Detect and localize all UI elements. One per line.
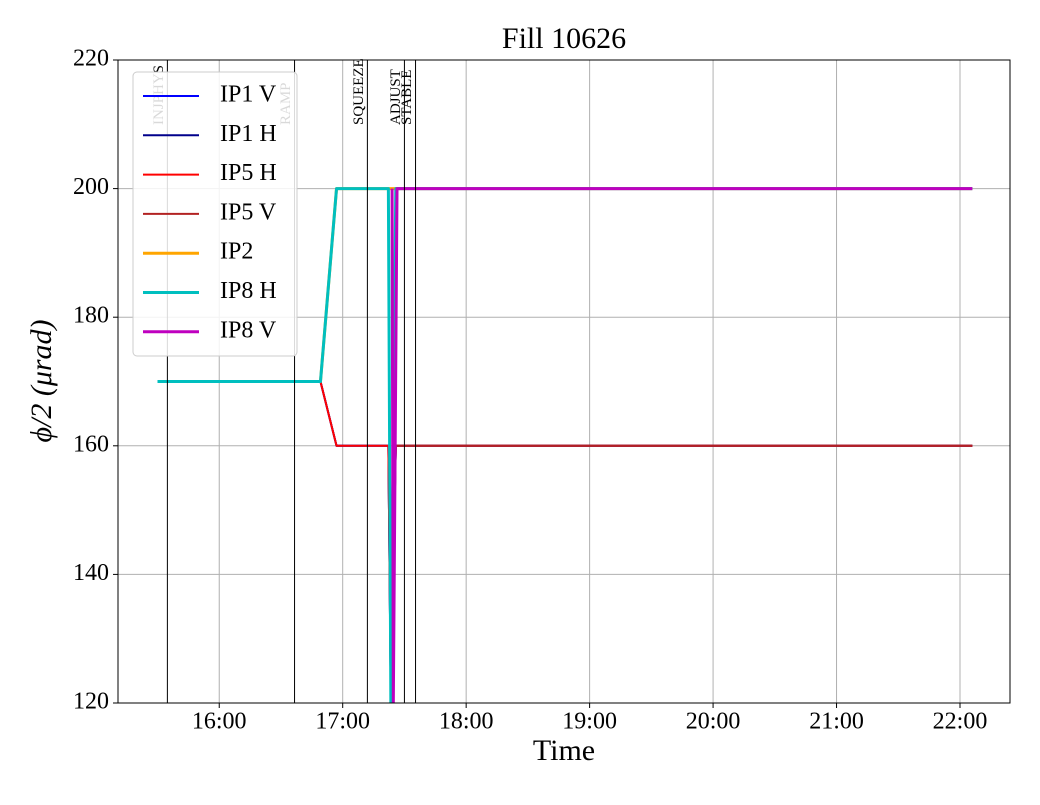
legend-label: IP1 V [220, 82, 277, 108]
plot-area [157, 187, 973, 703]
x-tick-label: 21:00 [809, 709, 864, 735]
y-tick-label: 180 [73, 303, 109, 329]
event-label: ADJUST [388, 69, 404, 125]
y-tick-label: 140 [73, 560, 109, 586]
legend-label: IP5 V [220, 199, 277, 225]
x-tick-label: 16:00 [192, 709, 247, 735]
legend-box [132, 71, 298, 357]
x-tick-label: 17:00 [315, 709, 370, 735]
event-label: STABLE [399, 70, 415, 125]
y-axis-label: ϕ/2 (μrad) [25, 319, 58, 442]
axes-frame [117, 59, 1011, 704]
y-tick-label: 160 [73, 431, 109, 457]
x-tick-label: 18:00 [439, 709, 494, 735]
legend-label: IP2 [220, 239, 253, 265]
y-tick-label: 220 [73, 46, 109, 72]
x-axis-label: Time [533, 734, 595, 767]
y-tick-label: 120 [73, 689, 109, 715]
chart-title: Fill 10626 [502, 22, 626, 55]
legend-label: IP8 V [220, 317, 277, 343]
legend-label: IP1 H [220, 121, 277, 147]
x-tick-label: 20:00 [686, 709, 741, 735]
axes: 120 140 160 180 200 220 16:00 17:00 18:00 19:00 20… [73, 46, 987, 735]
legend: IP1 V IP1 H IP5 H IP5 V IP2 IP8 H IP8 V [132, 71, 298, 357]
x-tick-label: 19:00 [562, 709, 617, 735]
y-tick-label: 200 [73, 174, 109, 200]
event-label: SQUEEZE [351, 58, 367, 125]
legend-label: IP8 H [220, 278, 277, 304]
legend-label: IP5 H [220, 160, 277, 186]
x-tick-label: 22:00 [933, 709, 988, 735]
series-line [390, 187, 973, 703]
